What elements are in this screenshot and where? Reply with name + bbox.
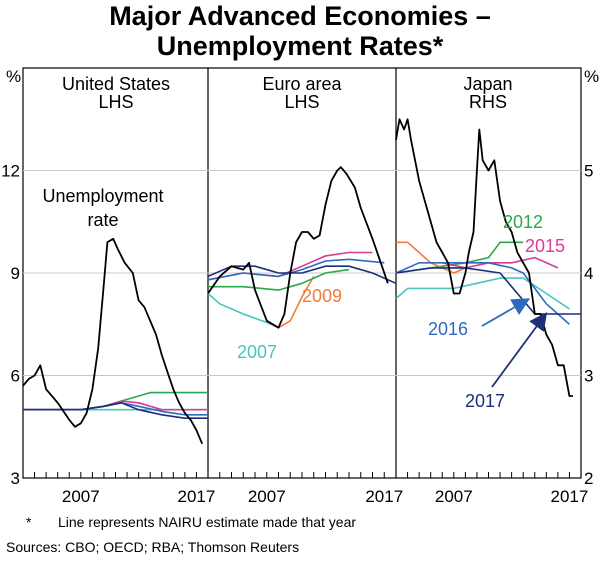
- series-line-japan-n2009: [396, 241, 466, 274]
- label-2017: 2017: [465, 391, 505, 411]
- x-tick-label: 2017: [178, 487, 216, 506]
- panel-title-us: United States: [62, 74, 170, 94]
- us-unemployment-label-line2: rate: [87, 210, 118, 230]
- series-line-japan-n2007: [395, 277, 570, 310]
- y-tick-label-left: 3: [11, 469, 20, 488]
- series-line-japan-n2016: [395, 261, 570, 325]
- series-line-euro-area-n2017: [207, 265, 397, 285]
- series-line-united-states-unemployment: [22, 237, 204, 445]
- y-tick-label-left: 6: [11, 367, 20, 386]
- x-tick-label: 2007: [62, 487, 100, 506]
- series-line-euro-area-n2012: [208, 268, 350, 291]
- y-tick-label-right: 5: [584, 162, 593, 181]
- y-tick-label-right: 4: [584, 264, 593, 283]
- x-tick-label: 2007: [248, 487, 286, 506]
- series-line-japan-n2017: [395, 267, 581, 315]
- panel-subtitle-japan: RHS: [469, 92, 507, 112]
- y-tick-label-left: 12: [1, 162, 20, 181]
- chart-title-line2: Unemployment Rates*: [157, 31, 444, 61]
- series-line-united-states-n2017: [23, 401, 208, 420]
- y-tick-label-left: 9: [11, 264, 20, 283]
- panel-title-japan: Japan: [463, 74, 512, 94]
- footnote-mark: *: [26, 514, 32, 530]
- y-tick-label-right: 3: [584, 367, 593, 386]
- panel-subtitle-euro: LHS: [284, 92, 319, 112]
- sources-text: Sources: CBO; OECD; RBA; Thomson Reuters: [6, 539, 299, 555]
- series-line-japan-n2015: [442, 256, 559, 269]
- series-line-euro-area-unemployment: [207, 166, 389, 329]
- panel-title-euro: Euro area: [262, 74, 342, 94]
- arrow-2017: [491, 312, 548, 388]
- series-line-euro-area-n2016: [207, 258, 385, 281]
- chart-title-line1: Major Advanced Economies –: [109, 1, 491, 31]
- x-tick-label: 2017: [551, 487, 589, 506]
- axis-ticks: 3 6 9 12 2 3 4 5 2007 2017 2007 2017 2007 2017: [1, 162, 593, 507]
- series-line-euro-area-n2007: [207, 292, 279, 329]
- label-2016: 2016: [428, 319, 468, 339]
- panel-subtitle-us: LHS: [98, 92, 133, 112]
- us-unemployment-label-line1: Unemployment: [42, 186, 163, 206]
- x-tick-label: 2017: [365, 487, 403, 506]
- label-2015: 2015: [525, 236, 565, 256]
- x-tick-label: 2007: [435, 487, 473, 506]
- label-2007: 2007: [237, 342, 277, 362]
- footnote-text: Line represents NAIRU estimate made that…: [58, 514, 356, 530]
- y-tick-label-right: 2: [584, 469, 593, 488]
- label-2009: 2009: [302, 286, 342, 306]
- label-2012: 2012: [503, 212, 543, 232]
- right-axis-unit: %: [584, 67, 599, 86]
- left-axis-unit: %: [6, 67, 21, 86]
- arrow-2016: [481, 298, 531, 327]
- series-line-japan-unemployment: [395, 118, 573, 397]
- series-line-euro-area-n2009: [278, 276, 315, 329]
